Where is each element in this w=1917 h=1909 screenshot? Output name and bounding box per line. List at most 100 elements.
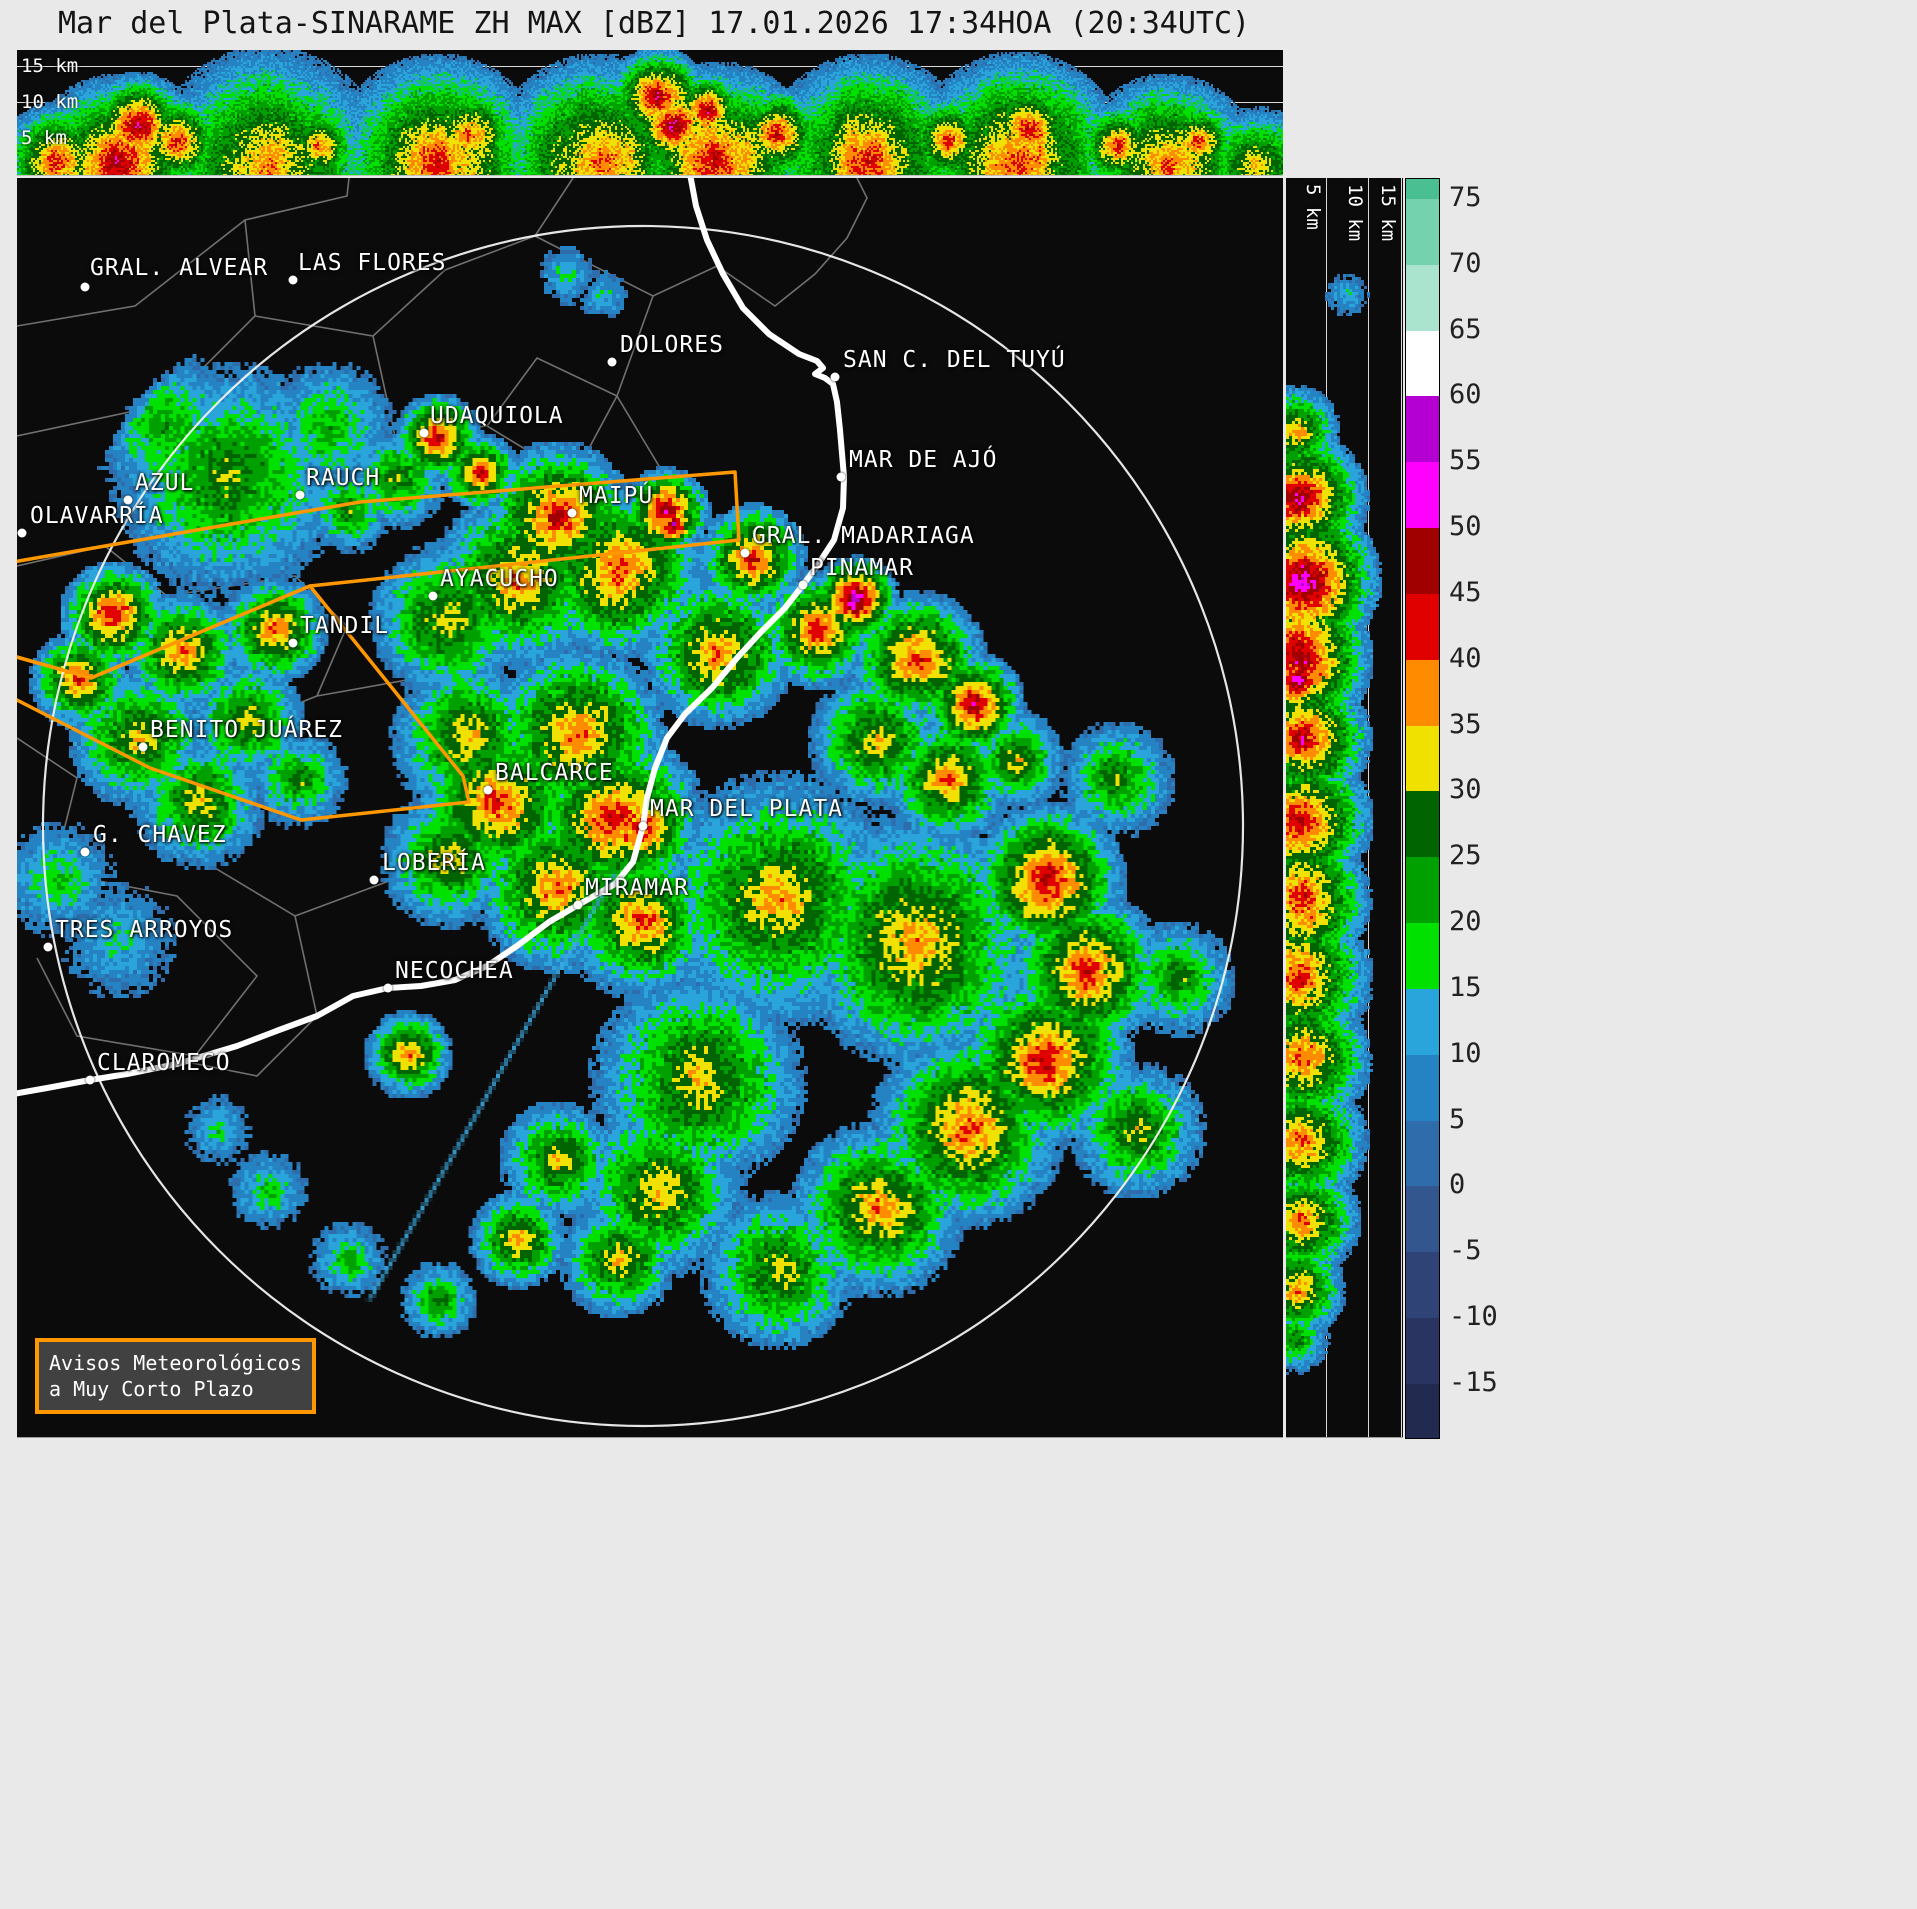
warning-box-line1: Avisos Meteorológicos [49,1351,302,1375]
colorbar-segment [1406,791,1439,858]
colorbar-segment [1406,264,1439,331]
city-label: PINAMAR [810,555,914,581]
page-title: Mar del Plata-SINARAME ZH MAX [dBZ] 17.0… [58,6,1251,41]
city-dot [573,900,583,910]
height-label-10km: 10 km [21,91,79,113]
colorbar-segment [1406,659,1439,726]
city-dot [638,821,648,831]
colorbar-segment [1406,1120,1439,1187]
colorbar-tick-label: 25 [1449,840,1482,872]
city-dot [483,785,493,795]
city-label: SAN C. DEL TUYÚ [843,347,1066,373]
city-label: AZUL [135,470,195,496]
city-dot [419,428,429,438]
main-radar-map-panel: GRAL. ALVEAR LAS FLORES DOLORES SAN C. DEL … [17,178,1283,1438]
height-label-15km: 15 km [21,55,79,77]
colorbar-segment [1406,1383,1439,1438]
colorbar-tick-label: 70 [1449,247,1482,279]
height-label-10km: 10 km [1344,184,1366,242]
colorbar-segment [1406,923,1439,989]
colorbar-segment [1406,1252,1439,1319]
colorbar-tick-label: -5 [1449,1235,1482,1267]
colorbar-tick-label: 10 [1449,1037,1482,1069]
city-dot [740,548,750,558]
city-label: TRES ARROYOS [55,917,234,943]
colorbar-segment [1406,593,1439,660]
city-dot [428,591,438,601]
city-dot [85,1075,95,1085]
city-dot [288,638,298,648]
colorbar-tick-label: 20 [1449,906,1482,938]
city-dot [295,490,305,500]
city-dot [80,847,90,857]
colorbar-tick-label: 5 [1449,1103,1466,1135]
top-cross-section-canvas [17,50,1283,175]
city-dot [17,528,27,538]
colorbar-segment [1406,528,1439,594]
city-label: GRAL. ALVEAR [90,255,269,281]
city-label: MIRAMAR [585,875,689,901]
footer: Servicio Meteorológico Nacional Argentin… [0,1440,1917,1909]
colorbar-tick-label: -15 [1449,1366,1498,1398]
colorbar-tick-label: 30 [1449,774,1482,806]
colorbar-tick-label: 40 [1449,642,1482,674]
city-dot [80,282,90,292]
colorbar-segment [1406,396,1439,463]
city-dot [567,508,577,518]
colorbar-tick-label: 60 [1449,379,1482,411]
colorbar-segment [1406,1186,1439,1253]
dbz-colorbar [1405,178,1440,1439]
colorbar-segment [1406,725,1439,792]
city-label: RAUCH [306,465,381,491]
city-dot [383,983,393,993]
height-label-5km: 5 km [1302,184,1324,230]
colorbar-tick-label: 55 [1449,445,1482,477]
city-label: TANDIL [300,613,390,639]
city-label: DOLORES [620,332,724,358]
city-label: MAR DE AJÓ [849,447,998,473]
city-dot [138,742,148,752]
colorbar-segment [1406,179,1439,199]
colorbar-segment [1406,199,1439,265]
city-label: BENITO JUÁREZ [150,717,344,743]
city-label: LOBERÍA [382,850,486,876]
colorbar-segment [1406,1054,1439,1121]
city-dot [288,275,298,285]
city-label: G. CHAVEZ [93,822,227,848]
city-label: BALCARCE [495,760,614,786]
right-cross-section-canvas [1286,178,1403,1437]
height-label-5km: 5 km [21,127,67,149]
colorbar-tick-label: 45 [1449,576,1482,608]
city-label: MAR DEL PLATA [650,796,844,822]
colorbar-tick-label: 15 [1449,971,1482,1003]
city-dot [123,495,133,505]
city-label: UDAQUIOLA [430,403,564,429]
colorbar-tick-label: 35 [1449,708,1482,740]
city-label: OLAVARRÍA [30,503,164,529]
colorbar-segment [1406,462,1439,529]
city-dot [607,357,617,367]
city-dot [798,580,808,590]
colorbar-tick-label: 50 [1449,511,1482,543]
colorbar-tick-label: -10 [1449,1301,1498,1333]
colorbar-tick-label: 75 [1449,182,1482,213]
colorbar-segment [1406,857,1439,924]
right-cross-section-panel: 5 km 10 km 15 km [1286,178,1403,1438]
city-label: LAS FLORES [298,250,447,276]
colorbar-tick-label: 0 [1449,1169,1466,1201]
city-dot [43,942,53,952]
city-label: GRAL. MADARIAGA [752,523,975,549]
colorbar-segment [1406,330,1439,397]
colorbar-segment [1406,988,1439,1055]
city-dot [830,372,840,382]
city-label: AYACUCHO [440,566,559,592]
warning-box: Avisos Meteorológicos a Muy Corto Plazo [35,1338,316,1414]
city-dot [836,472,846,482]
colorbar-tick-label: 65 [1449,313,1482,345]
height-label-15km: 15 km [1377,184,1399,242]
city-label: MAIPÚ [579,483,654,509]
colorbar-segment [1406,1318,1439,1384]
city-dot [369,875,379,885]
city-label: CLAROMECO [97,1050,231,1076]
